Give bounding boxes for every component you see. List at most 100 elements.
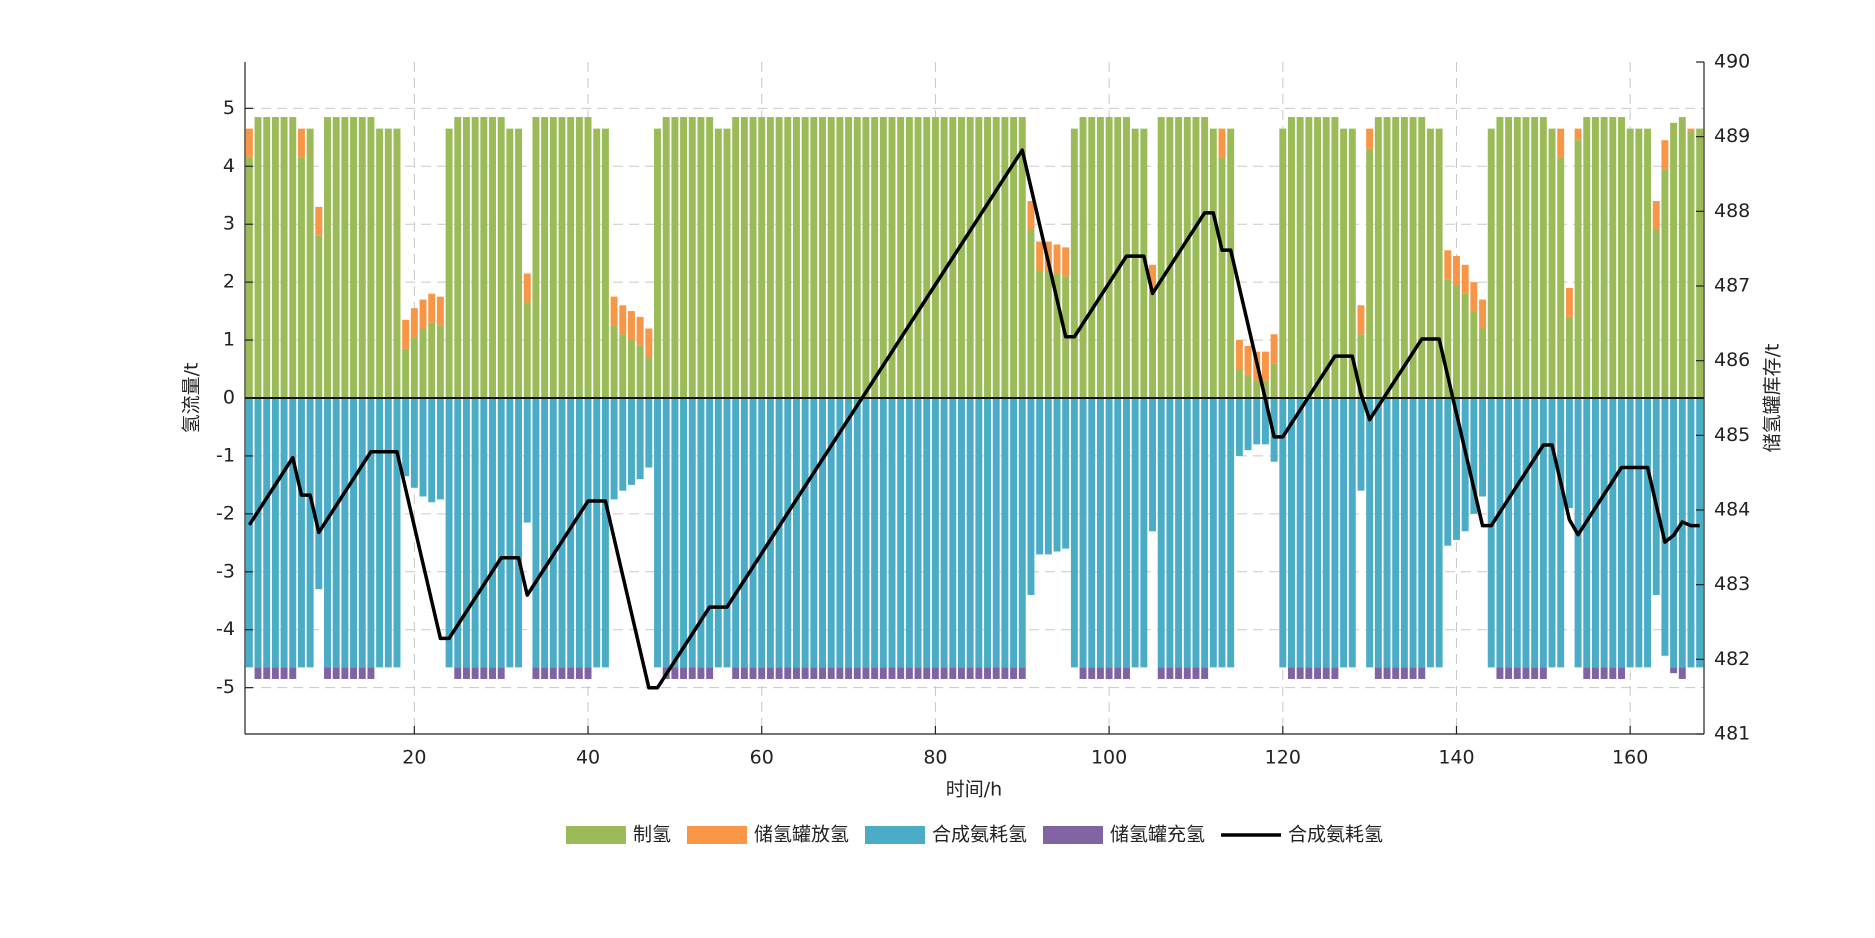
bar (957, 398, 965, 668)
bar (845, 117, 853, 398)
bar (888, 667, 896, 679)
bar (966, 398, 974, 668)
bar (827, 398, 835, 668)
bar (1522, 398, 1530, 668)
bar (827, 667, 835, 679)
bar (1626, 398, 1634, 668)
bar (1270, 334, 1278, 364)
bar (1591, 117, 1599, 398)
bar (784, 667, 792, 679)
bar (645, 328, 653, 358)
bar (1253, 398, 1261, 445)
bar (723, 398, 731, 668)
bar (462, 398, 470, 668)
bar (1322, 117, 1330, 398)
bar (549, 398, 557, 668)
bar (1557, 398, 1565, 668)
bar (1314, 398, 1322, 668)
bar (775, 117, 783, 398)
bar (1183, 117, 1191, 398)
bar (341, 398, 349, 668)
bar (1001, 117, 1009, 398)
bar (1279, 128, 1287, 398)
bar (688, 667, 696, 679)
bar (332, 667, 340, 679)
bar (740, 667, 748, 679)
bar (384, 398, 392, 668)
bar (306, 128, 314, 398)
bar (1123, 667, 1130, 679)
bar (897, 667, 905, 679)
bar (662, 117, 670, 398)
bar (905, 117, 913, 398)
bar (350, 667, 358, 679)
bar (1149, 293, 1157, 398)
bar (732, 398, 740, 668)
bar (871, 117, 879, 398)
x-tick-label: 140 (1438, 747, 1474, 769)
bar (1279, 398, 1287, 668)
bar (584, 117, 592, 398)
bar (324, 398, 331, 668)
bar (1096, 667, 1104, 679)
bar (419, 398, 427, 497)
y-tick-label: -2 (216, 502, 235, 524)
bar (1218, 128, 1226, 158)
bar (1505, 667, 1513, 679)
bar (306, 398, 314, 668)
bar (1244, 345, 1252, 375)
bar (914, 667, 922, 679)
bar (1131, 128, 1139, 398)
bar (888, 117, 896, 398)
bar (245, 157, 253, 398)
bar (792, 667, 800, 679)
bar (931, 117, 939, 398)
y-axis-label: 氢流量/t (181, 363, 203, 434)
bar (1383, 398, 1391, 668)
bar (810, 398, 818, 668)
x-tick-label: 60 (750, 747, 774, 769)
bar (654, 128, 661, 398)
bar (758, 117, 766, 398)
bar (1322, 398, 1330, 668)
bar (1044, 398, 1052, 555)
bar (766, 667, 774, 679)
bar (1418, 667, 1426, 679)
bar (532, 398, 540, 668)
bar (1505, 398, 1513, 668)
bar (471, 398, 479, 668)
bar (1565, 316, 1573, 398)
legend-swatch (565, 826, 626, 844)
bar (654, 398, 661, 668)
bar (1096, 398, 1104, 668)
bar (462, 117, 470, 398)
bar (1288, 667, 1295, 679)
bar (1400, 117, 1408, 398)
bar (1609, 117, 1617, 398)
bar (1348, 128, 1356, 398)
bar (1296, 667, 1304, 679)
bar (1409, 398, 1417, 668)
bar (1157, 398, 1165, 668)
bar (350, 117, 358, 398)
bar (957, 667, 965, 679)
bar (289, 667, 297, 679)
bar (1218, 157, 1226, 398)
y2-axis-label: 储氢罐库存/t (1762, 344, 1784, 453)
bar (567, 398, 575, 668)
bar (341, 667, 349, 679)
bar (1305, 398, 1313, 668)
bar (671, 667, 679, 679)
bar (454, 398, 462, 668)
bar (853, 667, 861, 679)
bar (992, 667, 1000, 679)
bar (758, 667, 766, 679)
bar (480, 117, 488, 398)
bar (358, 117, 366, 398)
bar (1583, 117, 1591, 398)
bar (1018, 117, 1026, 398)
bar (1201, 667, 1209, 679)
bar (671, 117, 679, 398)
bar (1209, 128, 1217, 398)
bar (497, 117, 505, 398)
